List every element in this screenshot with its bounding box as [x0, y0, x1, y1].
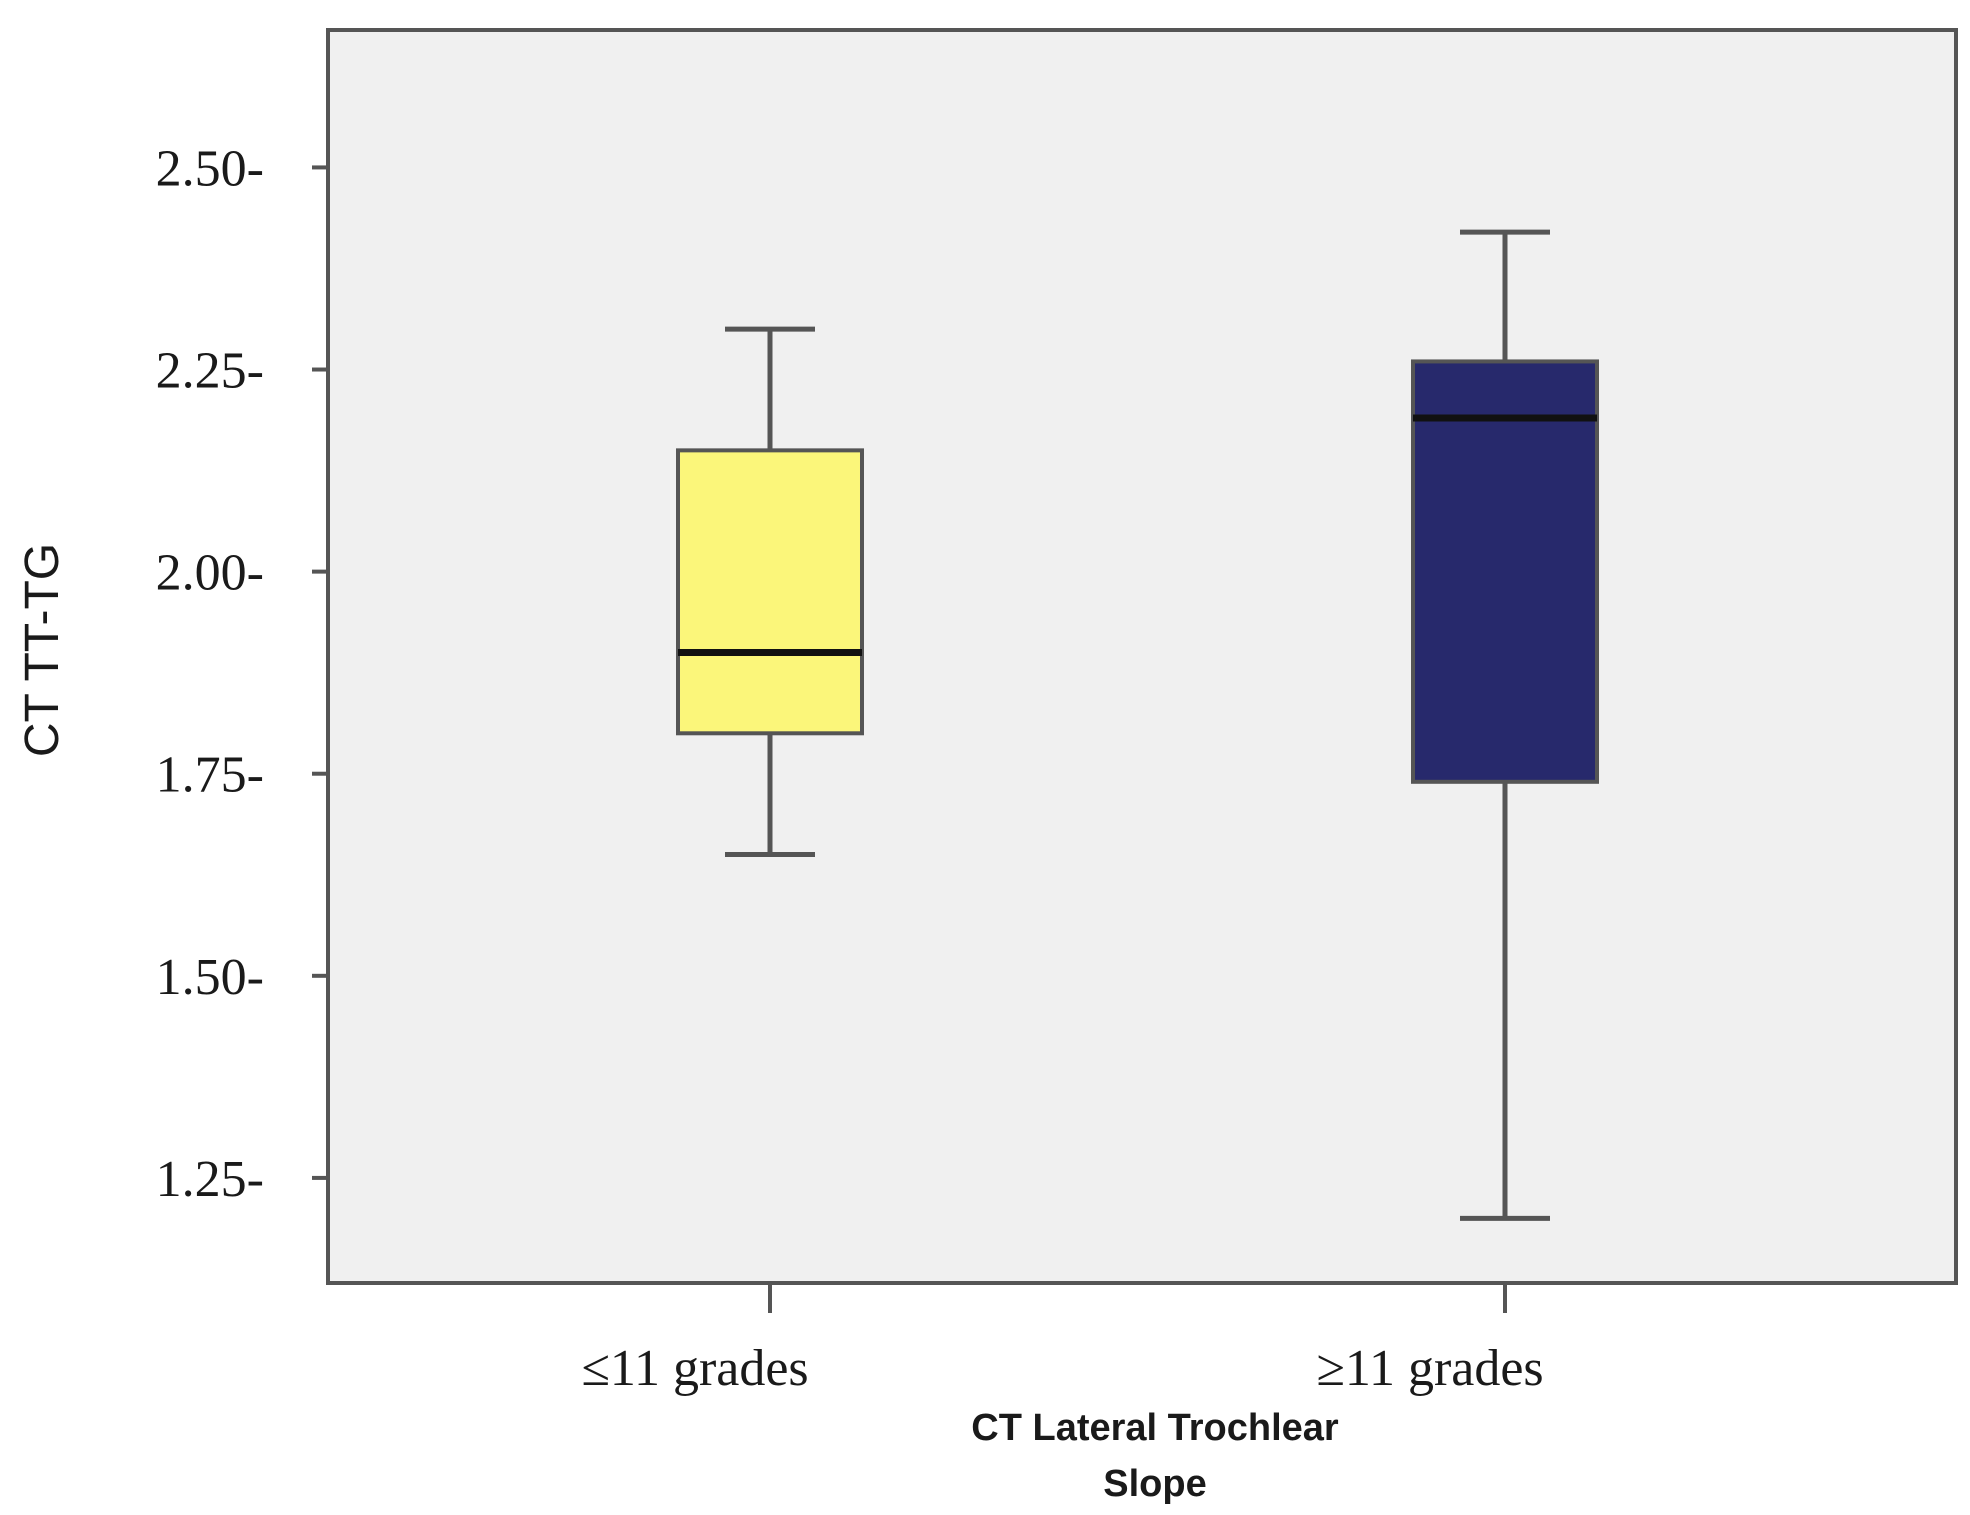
box-group-1 [676, 326, 864, 858]
y-tick-label: 1.75- [156, 747, 264, 804]
y-tick-label: 2.50- [156, 140, 264, 197]
y-axis-ticks: 2.50- 2.25- 2.00- 1.75- 1.50- 1.25- [156, 140, 328, 1208]
iqr-box [1411, 359, 1599, 784]
box-group-2 [1411, 229, 1599, 1221]
y-tick-label: 1.50- [156, 949, 264, 1006]
iqr-box [676, 448, 864, 736]
x-axis-label-line-1: CT Lateral Trochlear [971, 1407, 1339, 1449]
y-tick-label: 2.00- [156, 545, 264, 602]
y-tick-label: 2.25- [156, 343, 264, 400]
y-axis-label: CT TT-TG [16, 543, 69, 757]
box-series [676, 229, 1599, 1221]
y-tick-label: 1.25- [156, 1151, 264, 1208]
x-axis-label-line-2: Slope [1103, 1463, 1206, 1505]
x-axis-ticks: ≤11 grades ≥11 grades [581, 1283, 1544, 1397]
x-tick-label: ≤11 grades [581, 1340, 808, 1397]
plot-area [326, 28, 1958, 1285]
x-tick-label: ≥11 grades [1316, 1340, 1543, 1397]
